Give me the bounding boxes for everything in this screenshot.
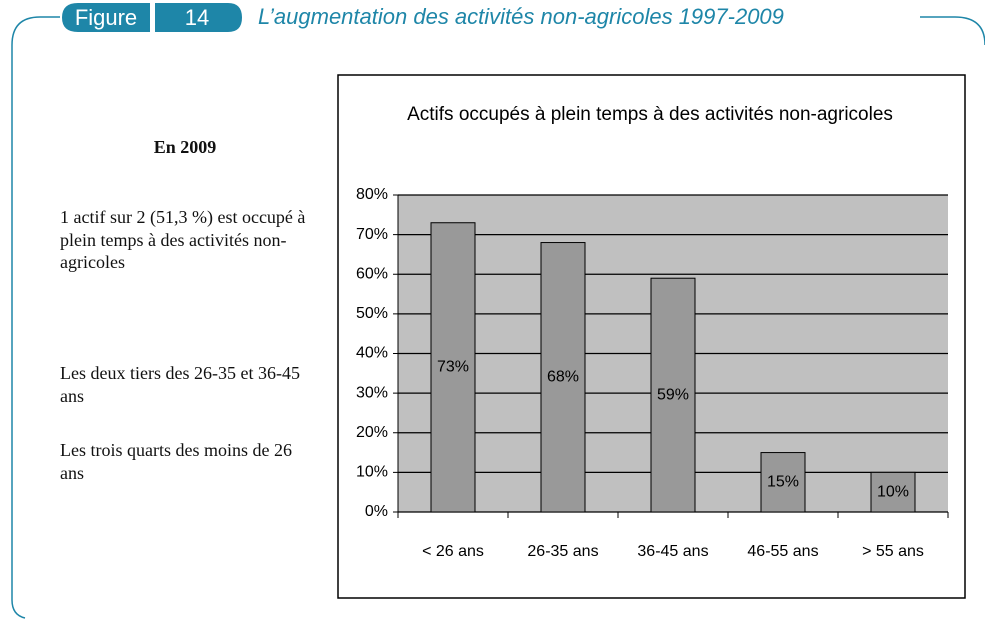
y-tick-label: 60%	[356, 265, 388, 282]
data-label: 10%	[877, 483, 909, 500]
bar	[650, 277, 696, 513]
bar	[430, 222, 476, 513]
data-label: 59%	[657, 386, 689, 403]
y-tick-label: 70%	[356, 226, 388, 243]
y-tick-label: 80%	[356, 186, 388, 203]
data-label: 15%	[767, 474, 799, 491]
x-tick-label: < 26 ans	[422, 543, 484, 560]
number-pill	[155, 3, 242, 32]
bar	[760, 452, 806, 513]
y-tick-label: 0%	[365, 503, 388, 520]
bar	[870, 471, 916, 513]
x-tick-label: > 55 ans	[862, 543, 924, 560]
y-tick-label: 10%	[356, 464, 388, 481]
x-tick-label: 36-45 ans	[637, 543, 708, 560]
x-tick-label: 46-55 ans	[747, 543, 818, 560]
sidebar-heading: En 2009	[153, 137, 217, 157]
data-label: 68%	[547, 368, 579, 385]
figure-pill	[62, 3, 150, 32]
bar	[540, 242, 586, 513]
y-tick-label: 20%	[356, 424, 388, 441]
y-tick-label: 50%	[356, 305, 388, 322]
y-tick-label: 30%	[356, 384, 388, 401]
figure-number: 14	[185, 5, 209, 30]
sidebar-paragraph: Les deux tiers des 26-35 et 36-45 ans	[60, 363, 300, 406]
data-label: 73%	[437, 359, 469, 376]
figure-title: L’augmentation des activités non-agricol…	[258, 4, 784, 29]
y-tick-label: 40%	[356, 345, 388, 362]
frame-right	[920, 16, 985, 46]
figure-label: Figure	[75, 5, 137, 30]
sidebar-paragraph: Les trois quarts des moins de 26 ans	[60, 440, 292, 483]
frame-left	[11, 16, 60, 619]
chart-title: Actifs occupés à plein temps à des activ…	[407, 104, 893, 125]
sidebar-paragraph: 1 actif sur 2 (51,3 %) est occupé à plei…	[60, 207, 306, 272]
x-tick-label: 26-35 ans	[527, 543, 598, 560]
